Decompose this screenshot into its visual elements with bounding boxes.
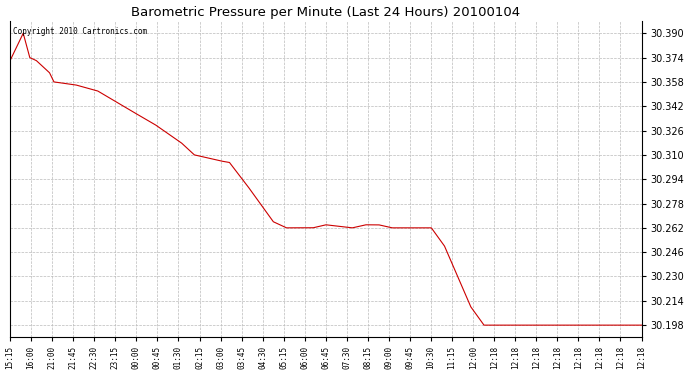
- Text: Copyright 2010 Cartronics.com: Copyright 2010 Cartronics.com: [13, 27, 148, 36]
- Title: Barometric Pressure per Minute (Last 24 Hours) 20100104: Barometric Pressure per Minute (Last 24 …: [131, 6, 520, 18]
